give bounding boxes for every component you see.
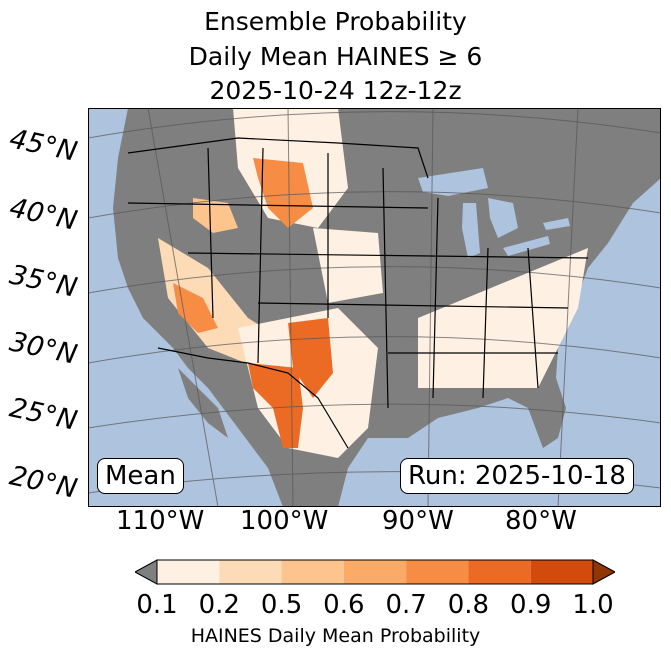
latitude-line-45 <box>88 111 661 139</box>
title-line-2: Daily Mean HAINES ≥ 6 <box>188 42 483 71</box>
prob-region-westtexas <box>248 363 303 448</box>
lake-erie <box>503 236 550 256</box>
lat-label-40: 40°N <box>6 192 80 237</box>
run-label-box: Run: 2025-10-18 <box>400 458 634 494</box>
land-mass <box>113 108 661 507</box>
colorbar-tick-label: 0.2 <box>198 590 240 620</box>
latitude-line-25 <box>88 403 661 429</box>
border-states-vertical-1 <box>207 147 214 319</box>
colorbar-cell <box>157 560 220 584</box>
latitude-line-35 <box>88 266 661 294</box>
prob-region-idaho <box>193 198 238 233</box>
prob-region-plains <box>313 228 383 303</box>
colorbar-tick-label: 0.8 <box>447 590 490 620</box>
prob-region-arizona <box>173 283 218 333</box>
longitude-line-90 <box>427 108 434 507</box>
longitude-line-100 <box>287 108 294 507</box>
colorbar-cell <box>468 560 531 584</box>
border-states-vertical-2 <box>257 147 264 364</box>
title-line-1: Ensemble Probability <box>204 7 467 36</box>
lake-ontario <box>543 218 570 230</box>
longitude-line-110 <box>147 108 219 507</box>
colorbar-label: HAINES Daily Mean Probability <box>190 625 481 647</box>
great-lakes <box>418 168 570 258</box>
title-line-3: 2025-10-24 12z-12z <box>209 76 462 105</box>
lon-label-80: 80°W <box>505 506 577 536</box>
border-states-vertical-5 <box>432 197 439 399</box>
lat-label-30: 30°N <box>6 326 80 371</box>
colorbar-tick-label: 0.6 <box>323 590 365 620</box>
lon-label-110: 110°W <box>116 506 205 536</box>
colorbar-tick-label: 0.5 <box>260 590 303 620</box>
colorbar-tick-label: 1.0 <box>572 590 614 620</box>
colorbar-over-triangle <box>592 559 615 585</box>
baja-peninsula <box>178 368 228 438</box>
border-states-vertical-7 <box>527 247 539 389</box>
lake-michigan <box>462 203 480 258</box>
border-states-horizontal-2 <box>187 252 589 259</box>
border-states-vertical-4 <box>382 167 389 409</box>
colorbar <box>135 559 615 585</box>
colorbar-cell <box>281 560 344 584</box>
colorbar-frame <box>156 559 594 585</box>
colorbar-cell <box>219 560 282 584</box>
colorbar-tick-label: 0.7 <box>385 590 427 620</box>
border-us-canada <box>127 137 429 179</box>
prob-region-montana <box>253 158 313 228</box>
map-panel <box>88 108 661 507</box>
border-states-vertical-6 <box>482 247 489 399</box>
border-states-horizontal-3 <box>257 302 569 309</box>
colorbar-cell <box>343 560 407 584</box>
lon-label-100: 100°W <box>240 506 329 536</box>
lake-huron <box>488 198 518 238</box>
lat-label-35: 35°N <box>6 259 80 304</box>
latitude-line-30 <box>88 336 661 364</box>
lake-superior <box>418 168 488 196</box>
border-states-horizontal-1 <box>127 202 429 209</box>
state-borders <box>127 137 589 449</box>
lon-label-90: 90°W <box>382 506 454 536</box>
colorbar-tick-label: 0.9 <box>510 590 552 620</box>
colorbar-tick-label: 0.1 <box>136 590 178 620</box>
lat-label-25: 25°N <box>6 392 80 437</box>
latitude-line-40 <box>88 191 661 219</box>
map-frame <box>88 108 661 507</box>
border-us-mexico <box>157 347 349 449</box>
colorbar-cell <box>406 560 469 584</box>
stat-label-box: Mean <box>97 458 184 494</box>
colorbar-cell <box>530 560 593 584</box>
lat-label-45: 45°N <box>6 123 80 168</box>
colorbar-under-triangle <box>135 559 158 585</box>
lat-label-20: 20°N <box>6 460 80 505</box>
